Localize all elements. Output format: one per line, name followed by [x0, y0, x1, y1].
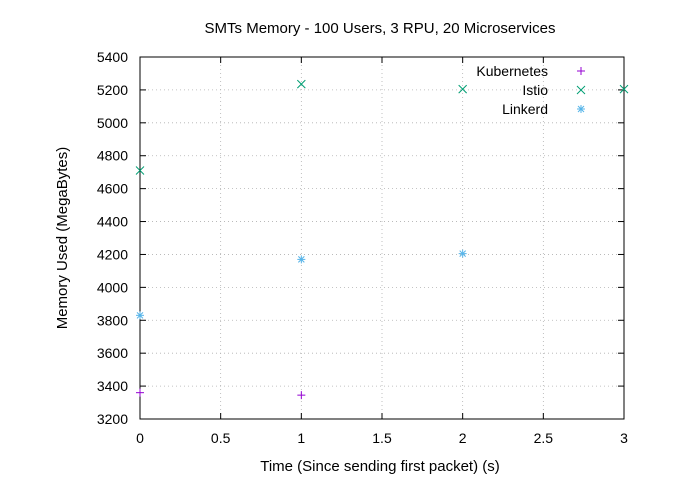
legend-marker-kubernetes — [577, 67, 585, 75]
legend-label-linkerd: Linkerd — [502, 101, 548, 117]
legend-label-istio: Istio — [522, 82, 548, 98]
legend: Kubernetes Istio Linkerd — [476, 63, 586, 117]
y-tick-label: 3800 — [97, 312, 128, 328]
y-tick-label: 4000 — [97, 279, 128, 295]
y-tick-label: 3200 — [97, 411, 128, 427]
y-tick-label: 4400 — [97, 214, 128, 230]
x-tick-label: 3 — [620, 430, 628, 446]
x-tick-label: 1.5 — [372, 430, 392, 446]
y-tick-label: 4800 — [97, 148, 128, 164]
y-tick-label: 3400 — [97, 378, 128, 394]
y-axis-label: Memory Used (MegaBytes) — [54, 147, 71, 330]
x-tick-labels: 0 0.5 1 1.5 2 2.5 3 — [136, 430, 628, 446]
legend-label-kubernetes: Kubernetes — [476, 63, 548, 79]
x-tick-label: 1 — [297, 430, 305, 446]
x-tick-label: 2 — [459, 430, 467, 446]
data-point-linkerd — [458, 249, 467, 258]
x-tick-label: 2.5 — [534, 430, 554, 446]
x-tick-label: 0.5 — [211, 430, 231, 446]
data-points — [135, 79, 629, 400]
chart-title: SMTs Memory - 100 Users, 3 RPU, 20 Micro… — [205, 20, 556, 37]
y-tick-label: 5400 — [97, 49, 128, 65]
y-tick-label: 3600 — [97, 345, 128, 361]
data-point-istio — [619, 84, 629, 94]
legend-marker-istio — [576, 85, 586, 95]
x-tick-label: 0 — [136, 430, 144, 446]
plot-frame — [139, 56, 625, 420]
data-point-istio — [458, 84, 468, 94]
data-point-linkerd — [136, 311, 144, 320]
y-tick-label: 5200 — [97, 82, 128, 98]
y-tick-label: 5000 — [97, 115, 128, 131]
data-point-kubernetes — [297, 391, 306, 400]
data-point-istio — [296, 79, 306, 89]
data-point-kubernetes — [136, 388, 144, 397]
data-point-istio — [135, 166, 145, 175]
y-tick-labels: 3200 3400 3600 3800 4000 4200 4400 4600 4800 5000… — [97, 49, 128, 427]
y-tick-label: 4200 — [97, 246, 128, 262]
y-tick-label: 4600 — [97, 181, 128, 197]
x-axis-label: Time (Since sending first packet) (s) — [260, 458, 500, 475]
data-point-linkerd — [297, 255, 306, 264]
legend-marker-linkerd — [577, 105, 585, 113]
